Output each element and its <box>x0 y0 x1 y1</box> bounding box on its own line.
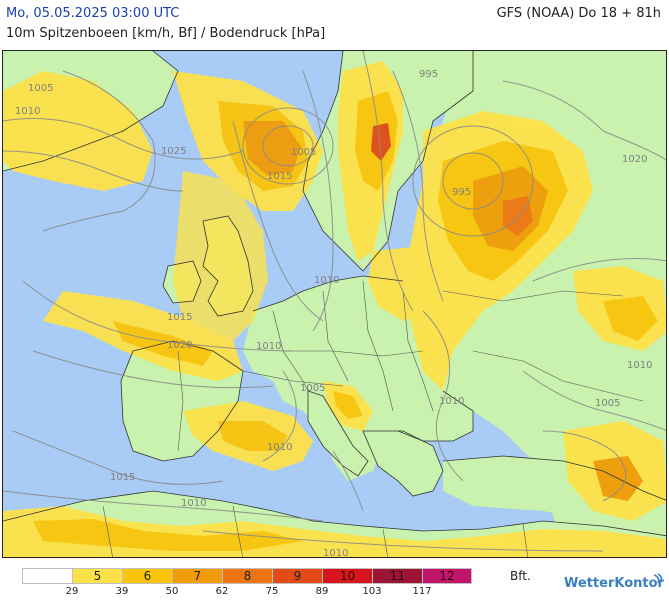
gust-fields <box>3 61 666 557</box>
legend-tick: 39 <box>115 586 129 597</box>
legend-unit: Bft. <box>510 569 531 583</box>
isobar-label: 1010 <box>181 498 206 509</box>
weather-map[interactable]: 1005 1010 1025 995 1020 1015 1005 995 10… <box>2 50 667 558</box>
legend-tick: 62 <box>215 586 229 597</box>
legend-class-bft9: 9 <box>272 568 322 584</box>
isobar-label: 1005 <box>28 83 53 94</box>
gust-bft5-uk <box>173 171 268 341</box>
isobar-label: 1015 <box>167 312 192 323</box>
isobar-label: 1010 <box>314 275 339 286</box>
gust-bft8-russia <box>503 196 533 236</box>
legend-class-bft7: 7 <box>172 568 222 584</box>
legend-class-bft10: 10 <box>322 568 372 584</box>
isobar-label: 1015 <box>267 171 292 182</box>
isobar-label: 1015 <box>110 472 135 483</box>
isobar-label: 1005 <box>595 398 620 409</box>
gust-bft9-scandinavia <box>371 123 391 161</box>
map-canvas: 1005 1010 1025 995 1020 1015 1005 995 10… <box>3 51 666 558</box>
legend-class-bft6: 6 <box>122 568 172 584</box>
legend-tick: 75 <box>265 586 279 597</box>
gust-bft5-north <box>3 71 153 191</box>
legend-tick: 103 <box>362 586 382 597</box>
isobars <box>3 51 666 552</box>
isobar-labels: 1005 1010 1025 995 1020 1015 1005 995 10… <box>15 69 652 558</box>
coastlines <box>3 51 666 537</box>
legend-tick: 50 <box>165 586 179 597</box>
land-italy <box>308 391 368 476</box>
legend-class-bft12: 12 <box>422 568 472 584</box>
isobar-label: 1010 <box>267 442 292 453</box>
isobar-label: 1025 <box>161 146 186 157</box>
legend-class-bft8: 8 <box>222 568 272 584</box>
map-subtitle: 10m Spitzenboeen [km/h, Bf] / Bodendruck… <box>6 26 326 41</box>
wetterkontor-logo-icon <box>653 573 663 584</box>
gust-bft5-baltic <box>368 246 443 321</box>
isobar-label: 1010 <box>256 341 281 352</box>
legend-tick: 117 <box>412 586 432 597</box>
legend-class-calm <box>22 568 72 584</box>
isobar-label: 1020 <box>167 340 192 351</box>
isobar-label: 995 <box>419 69 438 80</box>
legend-tick: 89 <box>315 586 329 597</box>
gust-bft6-africa <box>33 519 303 551</box>
isobar-label: 1010 <box>627 360 652 371</box>
forecast-date: Mo, 05.05.2025 03:00 UTC <box>6 6 180 21</box>
isobar-label: 1005 <box>300 383 325 394</box>
land-balkans <box>363 431 443 496</box>
wetterkontor-logo[interactable]: WetterKontor <box>564 576 664 591</box>
model-run: GFS (NOAA) Do 18 + 81h <box>496 6 661 21</box>
isobar-label: 1010 <box>439 396 464 407</box>
gust-legend: 5 6 7 8 9 10 11 12 <box>22 568 472 584</box>
isobar-label: 1010 <box>323 548 348 558</box>
gust-bft6-med-west <box>218 421 288 451</box>
isobar-label: 1010 <box>15 106 40 117</box>
isobar-label: 1020 <box>622 154 647 165</box>
gust-bft6-adriatic <box>333 391 363 419</box>
legend-class-bft5: 5 <box>72 568 122 584</box>
gust-bft6-east <box>603 296 658 341</box>
gust-bft7-norway <box>243 121 301 176</box>
country-borders <box>102 280 644 557</box>
legend-tick: 29 <box>65 586 79 597</box>
legend-class-bft11: 11 <box>372 568 422 584</box>
isobar-label: 995 <box>452 187 471 198</box>
isobar-label: 1005 <box>291 147 316 158</box>
